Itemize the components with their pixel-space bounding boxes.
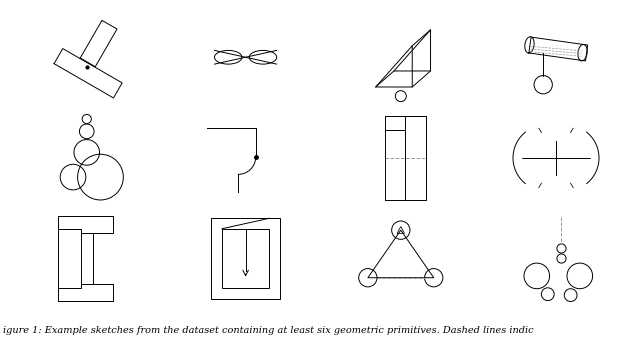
- Text: igure 1: Example sketches from the dataset containing at least six geometric pri: igure 1: Example sketches from the datas…: [3, 326, 534, 335]
